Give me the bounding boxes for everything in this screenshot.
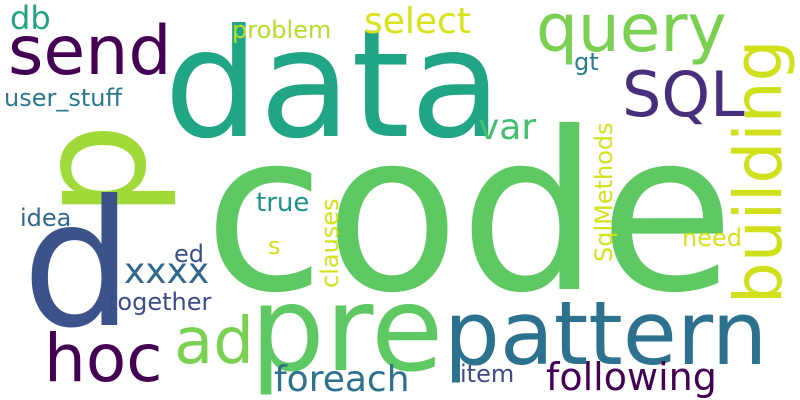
word-pre: pre <box>250 260 444 398</box>
word-gt: gt <box>574 48 599 76</box>
word-select: select <box>364 1 471 42</box>
word-ad: ad <box>174 305 254 379</box>
word-send: send <box>8 12 172 91</box>
word-item: item <box>460 360 515 388</box>
word-db: db <box>10 0 51 37</box>
word-xxxx: xxxx <box>124 251 210 292</box>
word-together: together <box>108 288 212 316</box>
word-sql: SQL <box>622 58 745 131</box>
word-true: true <box>256 188 310 218</box>
word-var: var <box>478 107 537 148</box>
word-data: data <box>164 0 502 172</box>
word-hoc: hoc <box>44 320 163 397</box>
word-clauses: clauses <box>316 198 344 288</box>
word-query: query <box>536 0 727 67</box>
word-problem: problem <box>232 16 332 44</box>
word-sqlmethods: SqlMethods <box>590 122 618 262</box>
word-d: d <box>22 164 134 367</box>
word-pattern: pattern <box>444 282 768 385</box>
word-building: building <box>720 39 797 304</box>
word-ed: ed <box>174 240 204 268</box>
word-user-stuff: user_stuff <box>4 84 123 112</box>
word-need: need <box>682 224 742 252</box>
word-foreach: foreach <box>274 359 410 400</box>
word-following: following <box>546 355 717 399</box>
word-idea: idea <box>20 204 72 232</box>
word-s: s <box>268 232 281 260</box>
word-code: code <box>204 85 735 341</box>
